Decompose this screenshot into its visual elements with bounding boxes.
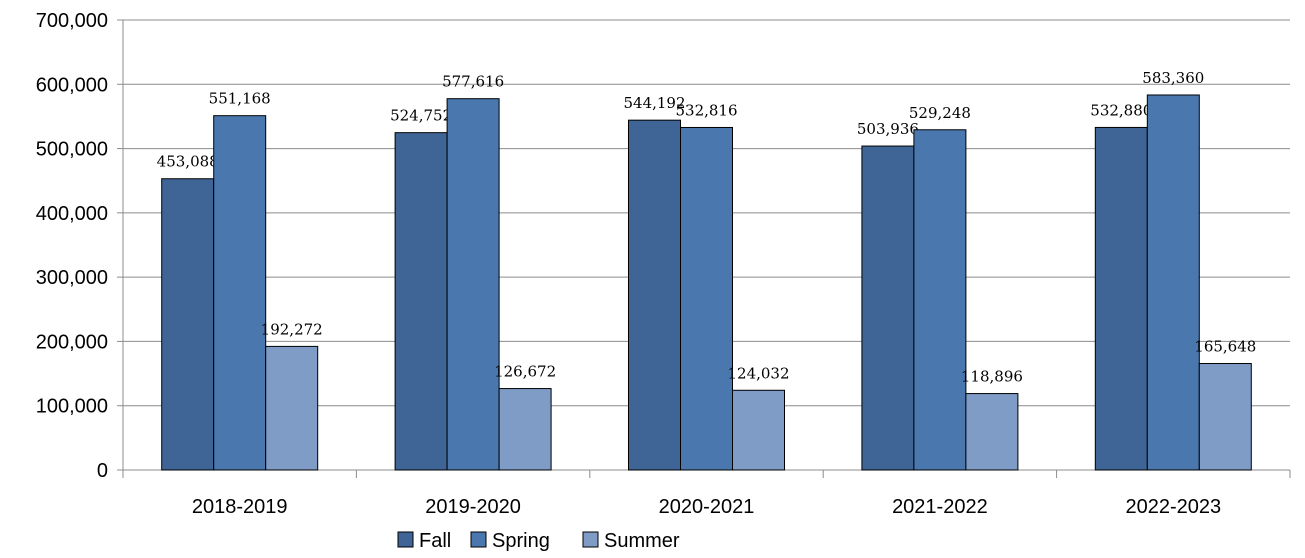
data-label: 532,880 — [1090, 101, 1152, 119]
legend-label: Fall — [419, 530, 451, 552]
legend-label: Spring — [492, 530, 550, 552]
data-label: 524,752 — [390, 107, 452, 125]
y-tick-label: 100,000 — [36, 396, 108, 418]
x-tick-label: 2019-2020 — [425, 496, 521, 518]
bar — [1146, 94, 1200, 471]
bar — [394, 132, 448, 471]
bar — [628, 119, 681, 471]
data-label: 583,360 — [1142, 69, 1204, 87]
data-label: 453,088 — [157, 153, 219, 171]
bar — [861, 145, 915, 471]
data-label: 124,032 — [727, 364, 789, 382]
data-label: 551,168 — [209, 90, 271, 108]
data-label: 532,816 — [675, 101, 737, 119]
data-label: 577,616 — [442, 73, 504, 91]
x-tick-label: 2021-2022 — [892, 496, 988, 518]
y-tick-label: 600,000 — [36, 74, 108, 96]
x-tick-label: 2022-2023 — [1125, 496, 1221, 518]
y-tick-label: 200,000 — [36, 331, 108, 353]
bar — [161, 178, 215, 471]
x-tick-label: 2018-2019 — [192, 496, 288, 518]
legend-swatch — [470, 531, 487, 548]
bar — [732, 389, 785, 471]
legend-swatch — [397, 531, 414, 548]
x-tick-label: 2020-2021 — [659, 496, 755, 518]
bar — [680, 126, 733, 471]
bar — [913, 129, 967, 471]
legend-swatch — [582, 531, 599, 548]
data-label: 165,648 — [1194, 338, 1256, 356]
data-label: 126,672 — [494, 363, 556, 381]
data-label: 118,896 — [961, 368, 1023, 386]
legend-label: Summer — [604, 530, 680, 552]
bar — [1198, 363, 1252, 471]
bar — [265, 345, 319, 471]
bar — [446, 98, 500, 471]
y-tick-label: 400,000 — [36, 203, 108, 225]
bar — [965, 393, 1019, 471]
y-tick-label: 700,000 — [36, 10, 108, 32]
bar — [1094, 126, 1148, 471]
y-tick-label: 300,000 — [36, 267, 108, 289]
bar — [213, 115, 267, 471]
y-tick-label: 500,000 — [36, 139, 108, 161]
bar — [498, 388, 552, 471]
y-tick-label: 0 — [97, 460, 108, 482]
data-label: 544,192 — [623, 94, 685, 112]
data-label: 503,936 — [857, 120, 919, 138]
data-label: 529,248 — [909, 104, 971, 122]
data-label: 192,272 — [261, 320, 323, 338]
